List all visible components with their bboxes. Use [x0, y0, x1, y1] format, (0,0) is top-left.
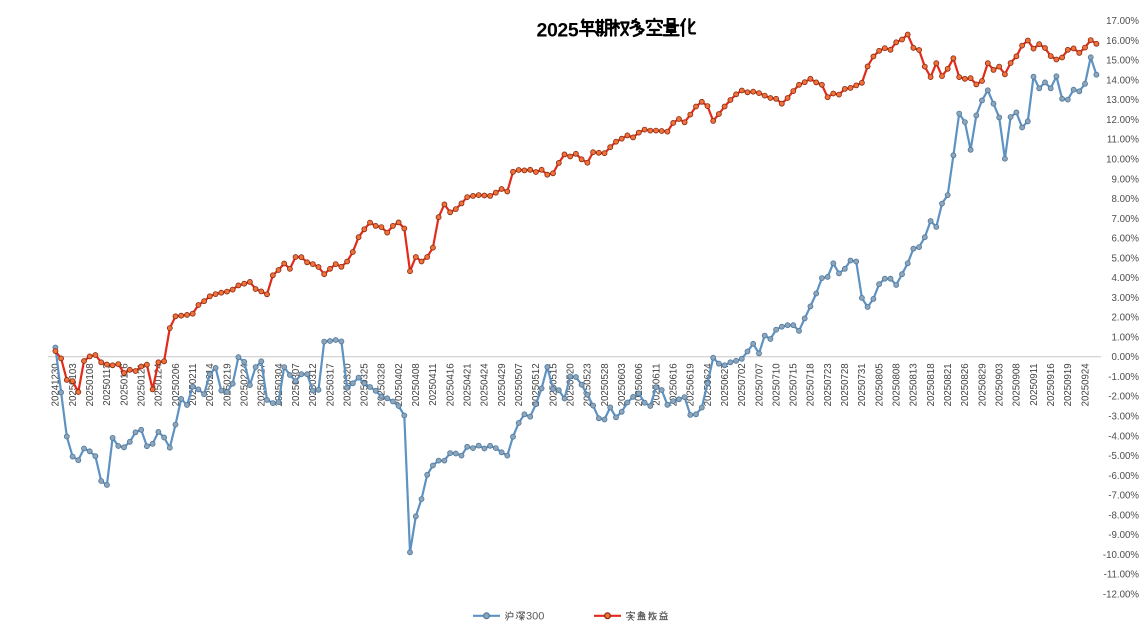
svg-text:20250707: 20250707: [754, 363, 765, 406]
svg-text:20250520: 20250520: [566, 363, 577, 407]
svg-text:20250826: 20250826: [960, 363, 971, 406]
svg-text:20250710: 20250710: [771, 363, 782, 407]
svg-text:20250718: 20250718: [806, 363, 817, 406]
svg-text:13.00%: 13.00%: [1106, 95, 1139, 106]
svg-text:20250416: 20250416: [445, 363, 456, 406]
svg-text:15.00%: 15.00%: [1106, 56, 1139, 67]
svg-text:20250829: 20250829: [977, 363, 988, 406]
svg-text:20250429: 20250429: [497, 363, 508, 406]
svg-text:20250307: 20250307: [291, 363, 302, 406]
svg-text:300: 300: [526, 610, 544, 622]
svg-text:-8.00%: -8.00%: [1108, 510, 1139, 521]
svg-text:-1.00%: -1.00%: [1108, 372, 1139, 383]
svg-text:20250627: 20250627: [720, 363, 731, 406]
svg-text:-7.00%: -7.00%: [1108, 491, 1139, 502]
svg-text:20250224: 20250224: [240, 363, 251, 407]
svg-text:20250320: 20250320: [342, 363, 353, 407]
svg-text:17.00%: 17.00%: [1106, 16, 1139, 27]
svg-text:-10.00%: -10.00%: [1103, 550, 1139, 561]
svg-text:8.00%: 8.00%: [1112, 194, 1140, 205]
svg-text:20250214: 20250214: [205, 363, 216, 407]
svg-text:20250113: 20250113: [102, 363, 113, 405]
svg-text:20250411: 20250411: [428, 363, 439, 405]
svg-text:20250808: 20250808: [892, 363, 903, 406]
svg-text:-9.00%: -9.00%: [1108, 530, 1139, 541]
svg-text:20250116: 20250116: [119, 363, 130, 405]
svg-text:20250919: 20250919: [1063, 363, 1074, 406]
svg-text:10.00%: 10.00%: [1106, 155, 1139, 166]
svg-text:20250619: 20250619: [686, 363, 697, 406]
svg-text:20250402: 20250402: [394, 363, 405, 406]
svg-text:20250421: 20250421: [463, 363, 474, 406]
svg-text:20250124: 20250124: [154, 363, 165, 407]
svg-text:20250328: 20250328: [377, 363, 388, 406]
svg-text:20250813: 20250813: [909, 363, 920, 406]
svg-text:20250728: 20250728: [840, 363, 851, 406]
svg-text:-2.00%: -2.00%: [1108, 392, 1139, 403]
svg-text:20250702: 20250702: [737, 363, 748, 406]
svg-text:11.00%: 11.00%: [1107, 135, 1140, 146]
svg-text:20250121: 20250121: [137, 363, 148, 406]
svg-text:20250805: 20250805: [874, 363, 885, 406]
svg-text:20250108: 20250108: [85, 363, 96, 406]
svg-text:2025: 2025: [537, 19, 579, 41]
svg-text:20250924: 20250924: [1080, 363, 1091, 407]
svg-text:20250227: 20250227: [257, 363, 268, 406]
svg-text:0.00%: 0.00%: [1112, 352, 1140, 363]
svg-text:5.00%: 5.00%: [1112, 253, 1140, 264]
svg-text:20250715: 20250715: [789, 363, 800, 406]
svg-text:20250818: 20250818: [926, 363, 937, 406]
svg-text:20250512: 20250512: [531, 363, 542, 406]
svg-text:-4.00%: -4.00%: [1108, 431, 1139, 442]
svg-text:20250908: 20250908: [1012, 363, 1023, 406]
svg-text:20250424: 20250424: [480, 363, 491, 407]
svg-text:20250821: 20250821: [943, 363, 954, 406]
svg-text:20250916: 20250916: [1046, 363, 1057, 406]
svg-text:20250903: 20250903: [995, 363, 1006, 406]
svg-text:20250731: 20250731: [857, 363, 868, 406]
svg-text:7.00%: 7.00%: [1112, 214, 1140, 225]
svg-text:-6.00%: -6.00%: [1108, 471, 1139, 482]
svg-text:4.00%: 4.00%: [1112, 273, 1140, 284]
svg-text:16.00%: 16.00%: [1106, 36, 1139, 47]
svg-text:20250606: 20250606: [634, 363, 645, 406]
svg-text:14.00%: 14.00%: [1106, 75, 1139, 86]
svg-text:20250515: 20250515: [548, 363, 559, 406]
svg-text:20250317: 20250317: [325, 363, 336, 406]
svg-text:3.00%: 3.00%: [1112, 293, 1140, 304]
svg-text:20250219: 20250219: [222, 363, 233, 406]
svg-text:2.00%: 2.00%: [1112, 313, 1140, 324]
svg-text:20250507: 20250507: [514, 363, 525, 406]
svg-text:20250616: 20250616: [669, 363, 680, 406]
svg-text:20250408: 20250408: [411, 363, 422, 406]
svg-text:20241230: 20241230: [51, 363, 62, 407]
svg-text:20250312: 20250312: [308, 363, 319, 406]
svg-text:-3.00%: -3.00%: [1108, 412, 1139, 423]
svg-text:6.00%: 6.00%: [1112, 234, 1140, 245]
svg-text:20250528: 20250528: [600, 363, 611, 406]
svg-text:-5.00%: -5.00%: [1108, 451, 1139, 462]
svg-text:20250206: 20250206: [171, 363, 182, 406]
svg-text:20250723: 20250723: [823, 363, 834, 406]
svg-text:20250523: 20250523: [583, 363, 594, 406]
svg-text:1.00%: 1.00%: [1112, 332, 1140, 343]
svg-text:12.00%: 12.00%: [1106, 115, 1139, 126]
svg-text:-11.00%: -11.00%: [1104, 570, 1140, 581]
svg-text:20250304: 20250304: [274, 363, 285, 407]
svg-text:20250603: 20250603: [617, 363, 628, 406]
svg-text:9.00%: 9.00%: [1112, 174, 1140, 185]
svg-text:-12.00%: -12.00%: [1103, 589, 1139, 600]
svg-text:20250911: 20250911: [1029, 363, 1040, 405]
